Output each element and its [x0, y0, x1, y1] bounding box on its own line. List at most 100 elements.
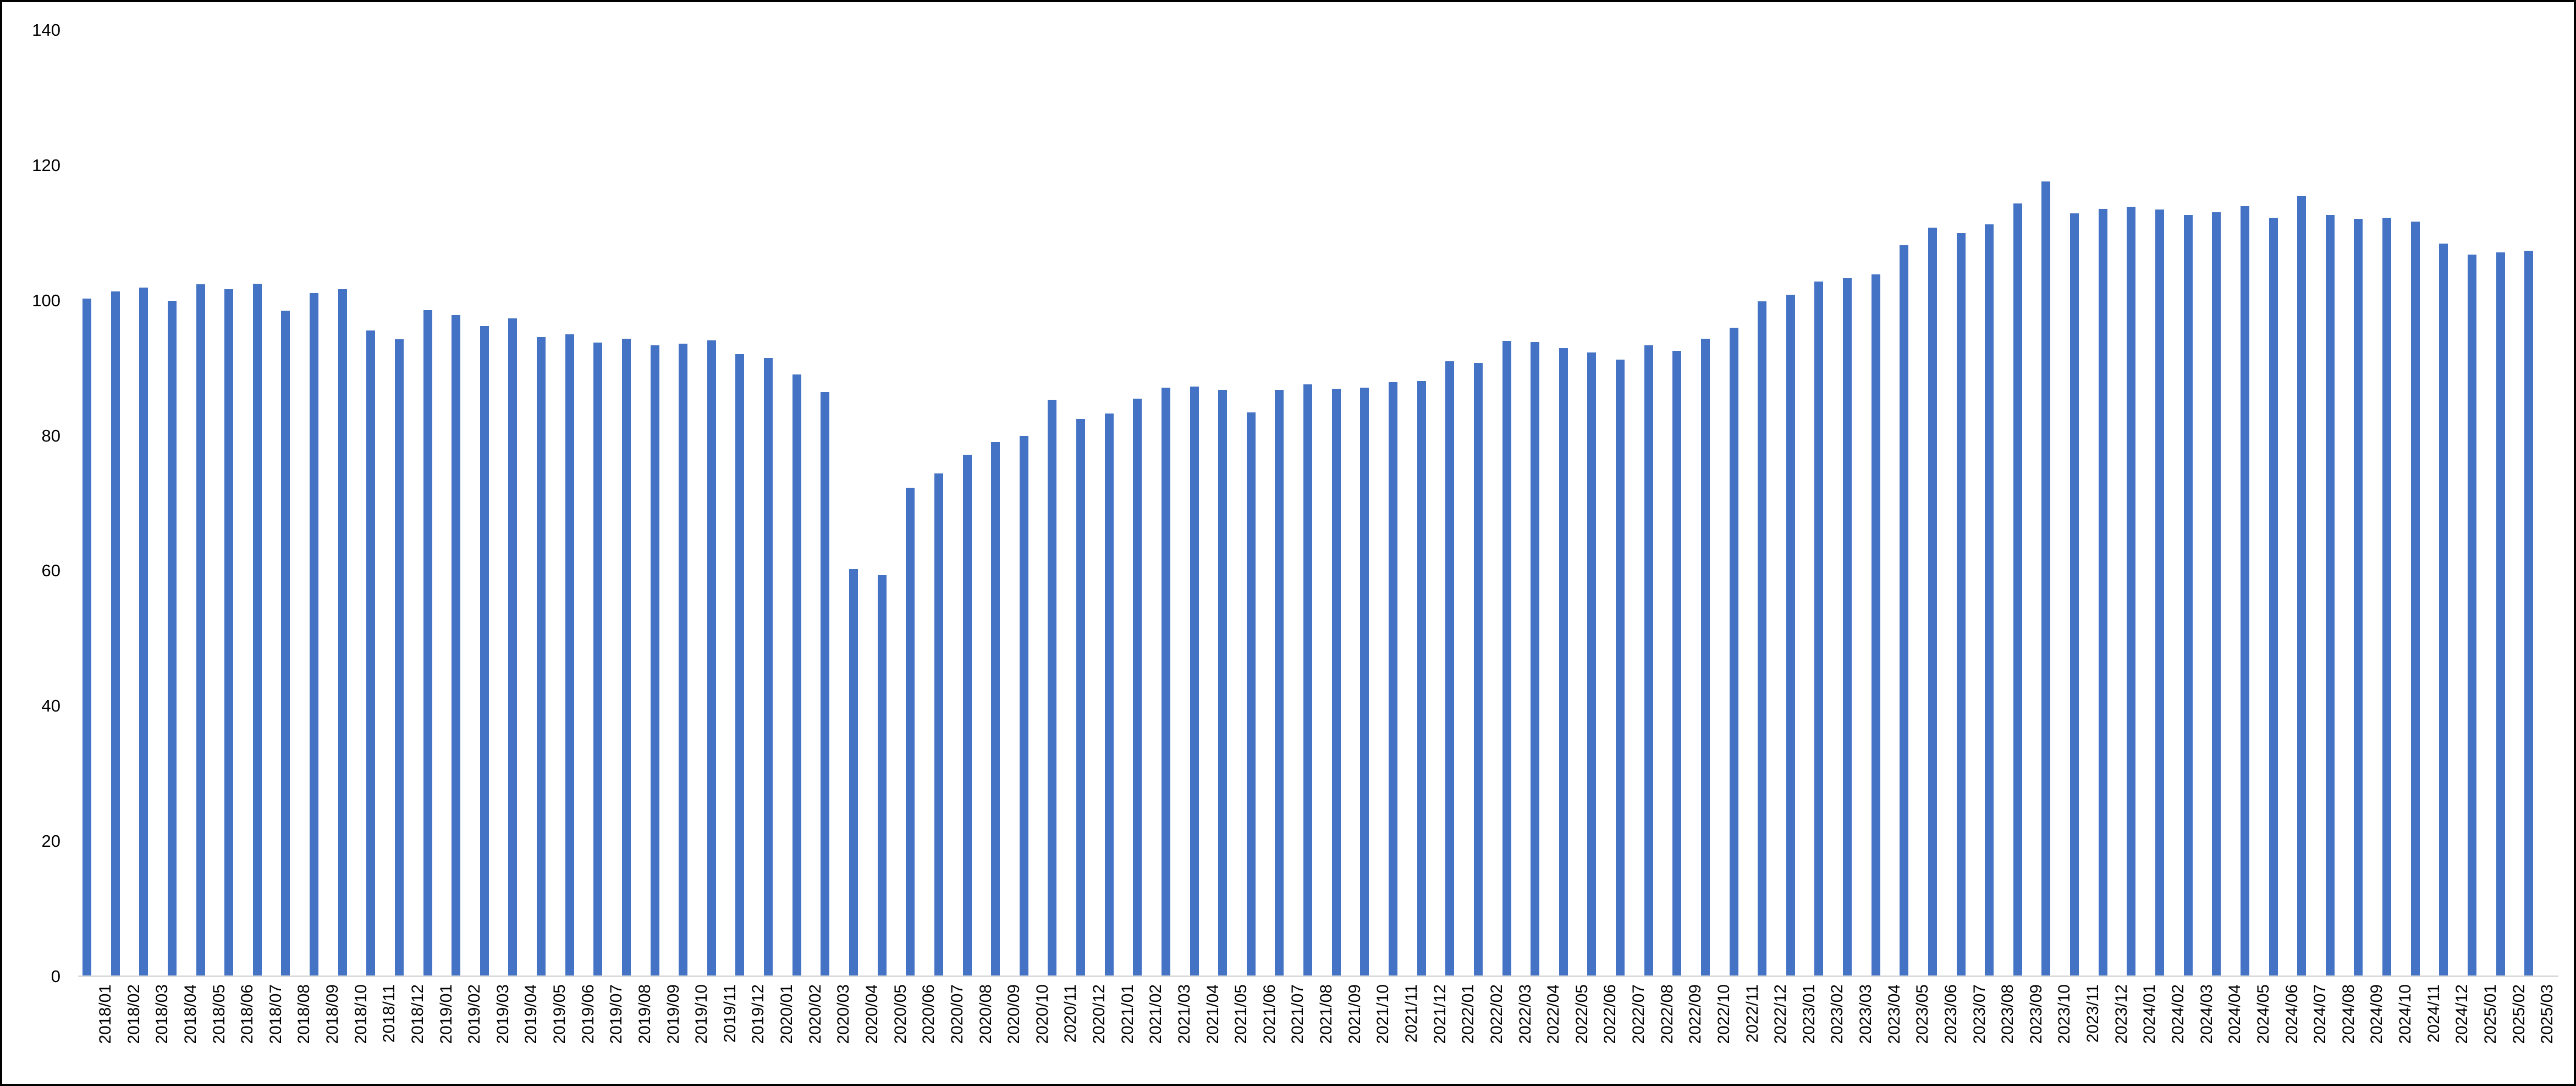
x-axis-tick-label: 2020/07	[948, 984, 966, 1044]
x-axis-tick-label: 2022/10	[1714, 984, 1733, 1044]
x-axis-tick-label: 2024/03	[2197, 984, 2216, 1044]
x-axis-tick-label: 2022/12	[1771, 984, 1790, 1044]
bar	[1473, 362, 1483, 977]
x-axis-tick-label: 2020/08	[976, 984, 995, 1044]
x-axis-tick-label: 2019/12	[749, 984, 768, 1044]
x-axis-tick-label: 2018/04	[181, 984, 200, 1044]
bar	[423, 310, 432, 977]
bar	[2155, 209, 2164, 977]
bar	[1758, 301, 1767, 977]
x-axis-tick-label: 2023/11	[2084, 984, 2102, 1043]
x-axis-tick-label: 2018/12	[408, 984, 427, 1044]
bar	[2354, 218, 2363, 977]
x-axis-tick-label: 2021/08	[1317, 984, 1336, 1044]
x-axis-tick-label: 2018/02	[124, 984, 143, 1044]
bar	[224, 289, 234, 977]
bar	[1559, 348, 1568, 977]
bar	[877, 575, 887, 977]
bar	[1871, 274, 1880, 977]
x-axis-tick-label: 2018/07	[266, 984, 285, 1044]
x-axis-tick-label: 2018/06	[238, 984, 257, 1044]
bar	[281, 311, 290, 977]
bar	[1729, 327, 1738, 977]
bar	[139, 288, 148, 977]
x-axis-tick-label: 2025/01	[2481, 984, 2500, 1044]
bar	[1531, 341, 1540, 977]
bar	[111, 291, 120, 977]
bar	[2297, 196, 2307, 977]
x-axis-tick-label: 2020/12	[1090, 984, 1109, 1044]
x-axis-tick-label: 2019/04	[522, 984, 541, 1044]
bar	[252, 283, 262, 977]
bar	[707, 340, 716, 977]
y-axis-tick-label: 60	[41, 561, 60, 581]
x-axis-tick-label: 2019/09	[664, 984, 682, 1044]
bar	[1303, 384, 1313, 977]
bar	[565, 334, 574, 977]
y-axis-tick-label: 0	[51, 967, 60, 986]
bar	[991, 442, 1000, 977]
y-axis-tick-label: 20	[41, 831, 60, 851]
x-axis-tick-label: 2025/03	[2538, 984, 2557, 1044]
bar	[1814, 282, 1824, 977]
y-axis-tick-label: 100	[32, 290, 60, 310]
bar	[1076, 418, 1086, 977]
x-axis-tick-label: 2018/08	[295, 984, 313, 1044]
bar	[2269, 217, 2278, 977]
bar	[508, 318, 518, 977]
bar	[593, 342, 603, 977]
x-axis-tick-label: 2020/05	[891, 984, 910, 1044]
bar	[650, 345, 659, 977]
bar	[537, 337, 546, 977]
bar	[1331, 388, 1341, 977]
bar	[2013, 203, 2022, 977]
bar	[1019, 435, 1028, 977]
bar	[934, 473, 943, 977]
bar	[1843, 278, 1852, 977]
y-axis-tick-label: 80	[41, 426, 60, 445]
x-axis-tick-label: 2019/06	[579, 984, 597, 1044]
x-axis-tick-label: 2023/06	[1941, 984, 1960, 1044]
bar	[1048, 400, 1057, 977]
bar	[2041, 181, 2051, 977]
x-axis-tick-label: 2019/10	[692, 984, 711, 1044]
x-axis-tick-label: 2024/09	[2368, 984, 2386, 1044]
x-axis-tick-label: 2024/05	[2254, 984, 2272, 1044]
x-axis-tick-label: 2019/03	[493, 984, 512, 1044]
x-axis-tick-label: 2022/07	[1630, 984, 1648, 1044]
x-axis-tick-label: 2024/11	[2424, 984, 2443, 1043]
bar	[2524, 250, 2534, 977]
x-axis-tick-label: 2018/10	[351, 984, 370, 1044]
x-axis-tick-label: 2019/01	[437, 984, 455, 1044]
bar	[2382, 217, 2392, 977]
x-axis-tick-label: 2020/01	[778, 984, 796, 1044]
x-axis-tick-label: 2022/06	[1601, 984, 1620, 1044]
bar	[906, 488, 915, 977]
y-axis-tick-label: 140	[32, 20, 60, 40]
x-axis-tick-label: 2023/03	[1857, 984, 1875, 1044]
x-axis-tick-label: 2023/04	[1885, 984, 1903, 1044]
bar	[480, 326, 489, 977]
bar	[1672, 350, 1682, 977]
x-axis-tick-label: 2020/10	[1033, 984, 1052, 1044]
x-axis-tick-label: 2023/12	[2112, 984, 2131, 1044]
bar	[1246, 412, 1256, 977]
x-axis-tick-label: 2019/05	[551, 984, 569, 1044]
x-axis-tick-label: 2021/01	[1118, 984, 1137, 1044]
x-axis-tick-label: 2022/11	[1743, 984, 1762, 1043]
x-axis-tick-label: 2020/02	[806, 984, 824, 1044]
x-axis-tick-label: 2023/02	[1828, 984, 1847, 1044]
bar	[1502, 341, 1511, 977]
bar	[764, 358, 773, 977]
bar	[1956, 233, 1966, 977]
bar	[1275, 389, 1284, 977]
bar	[366, 330, 376, 977]
bar	[1360, 388, 1369, 977]
x-axis-tick-label: 2022/05	[1572, 984, 1591, 1044]
bar	[2127, 206, 2136, 977]
bar	[452, 315, 461, 977]
bar	[2183, 214, 2193, 977]
x-axis-tick-label: 2019/02	[465, 984, 484, 1044]
